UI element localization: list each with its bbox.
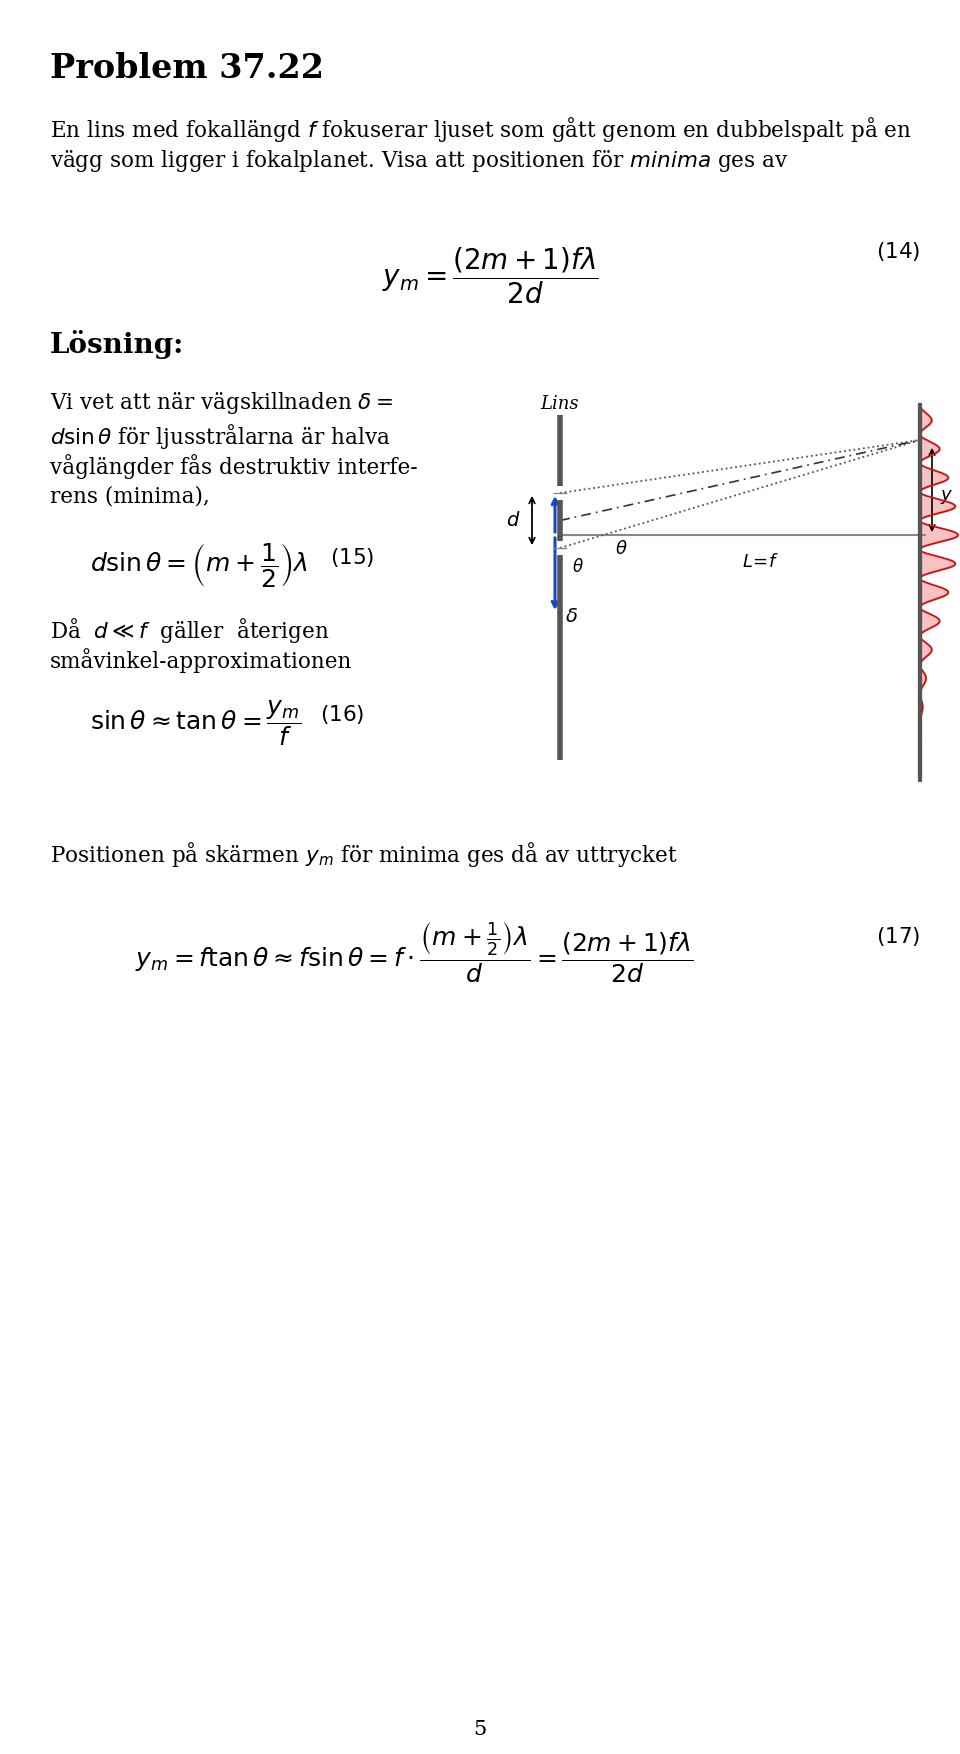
Text: Lösning:: Lösning: bbox=[50, 330, 184, 360]
Text: Då  $d \ll f$  gäller  återigen: Då $d \ll f$ gäller återigen bbox=[50, 616, 329, 645]
Text: $L\!=\!f$: $L\!=\!f$ bbox=[741, 553, 779, 572]
Text: Vi vet att när vägskillnaden $\delta =$: Vi vet att när vägskillnaden $\delta =$ bbox=[50, 389, 393, 416]
Text: $\theta$: $\theta$ bbox=[572, 558, 584, 575]
Text: $d\sin\theta$ för ljusstrålarna är halva: $d\sin\theta$ för ljusstrålarna är halva bbox=[50, 423, 391, 451]
Text: vägg som ligger i fokalplanet. Visa att positionen för $\mathit{minima}$ ges av: vägg som ligger i fokalplanet. Visa att … bbox=[50, 147, 788, 174]
Text: Problem 37.22: Problem 37.22 bbox=[50, 53, 324, 84]
Text: Lins: Lins bbox=[540, 395, 579, 412]
Text: $y$: $y$ bbox=[940, 488, 953, 505]
Text: En lins med fokallängd $f$ fokuserar ljuset som gått genom en dubbelspalt på en: En lins med fokallängd $f$ fokuserar lju… bbox=[50, 116, 912, 144]
Text: Positionen på skärmen $y_m$ för minima ges då av uttrycket: Positionen på skärmen $y_m$ för minima g… bbox=[50, 840, 678, 868]
Text: $d$: $d$ bbox=[506, 510, 520, 530]
Text: 5: 5 bbox=[473, 1721, 487, 1738]
Text: $\theta$: $\theta$ bbox=[615, 540, 628, 558]
Text: småvinkel-approximationen: småvinkel-approximationen bbox=[50, 647, 352, 674]
Text: rens (minima),: rens (minima), bbox=[50, 486, 209, 509]
Text: $(16)$: $(16)$ bbox=[320, 703, 364, 726]
Text: $(15)$: $(15)$ bbox=[330, 545, 374, 568]
Text: $d\sin\theta = \left(m + \dfrac{1}{2}\right)\lambda$: $d\sin\theta = \left(m + \dfrac{1}{2}\ri… bbox=[90, 540, 308, 589]
Text: $y_m = \dfrac{(2m+1)f\lambda}{2d}$: $y_m = \dfrac{(2m+1)f\lambda}{2d}$ bbox=[382, 246, 598, 305]
Text: $y_m = f\tan\theta \approx f\sin\theta = f \cdot \dfrac{\left(m + \frac{1}{2}\ri: $y_m = f\tan\theta \approx f\sin\theta =… bbox=[135, 921, 693, 984]
Text: $(17)$: $(17)$ bbox=[876, 924, 920, 947]
Text: $(14)$: $(14)$ bbox=[876, 240, 920, 263]
Text: $\sin\theta \approx \tan\theta = \dfrac{y_m}{f}$: $\sin\theta \approx \tan\theta = \dfrac{… bbox=[90, 698, 301, 747]
Text: våglängder fås destruktiv interfe-: våglängder fås destruktiv interfe- bbox=[50, 454, 418, 479]
Text: $\delta$: $\delta$ bbox=[565, 609, 578, 626]
